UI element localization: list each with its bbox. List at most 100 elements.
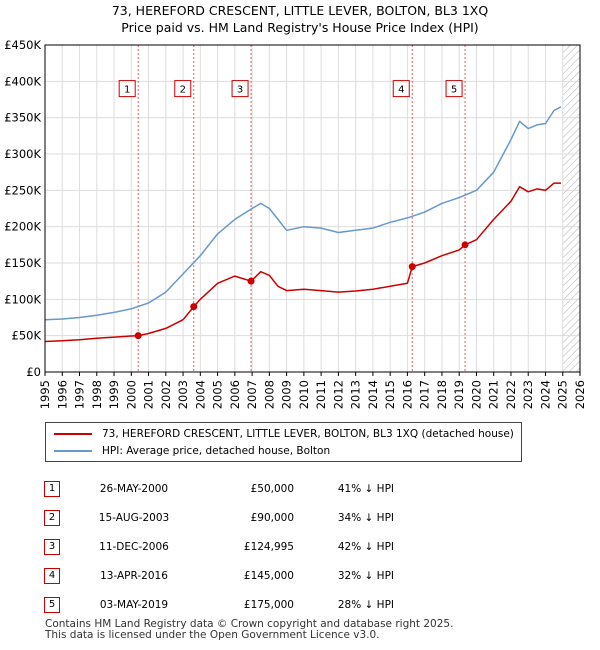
sale-marker-label-2: 2: [180, 85, 186, 96]
x-tick-label: 2021: [487, 380, 501, 409]
sale-price: £124,995: [243, 540, 294, 553]
x-tick-label: 1997: [73, 380, 87, 409]
y-tick-label: £200K: [4, 220, 41, 234]
footer-copyright: Contains HM Land Registry data © Crown c…: [45, 618, 454, 630]
plot-frame: [44, 44, 581, 373]
sale-number-cell: 2: [44, 503, 84, 532]
sale-number-cell: 5: [44, 590, 84, 619]
footer: Contains HM Land Registry data © Crown c…: [45, 619, 453, 641]
sale-point-5: [461, 241, 469, 249]
x-tick-label: 2023: [521, 380, 535, 409]
sale-hpi-diff-cell: 34% ↓ HPI: [294, 503, 394, 532]
sale-marker-label-4: 4: [398, 85, 404, 96]
sale-hpi-diff-cell: 42% ↓ HPI: [294, 532, 394, 561]
price-chart: £0 £50K £100K £150K £200K £250K £300K £350K £400…: [4, 38, 587, 409]
sale-hpi-diff: 32% ↓ HPI: [337, 569, 394, 582]
x-tick-label: 2013: [349, 380, 363, 409]
sale-price: £50,000: [250, 482, 294, 495]
sale-marker-box-2: [174, 80, 192, 98]
x-tick-label: 2019: [452, 380, 466, 409]
sale-date-cell: 03-MAY-2019: [84, 590, 184, 619]
x-tick-label: 2012: [331, 380, 345, 409]
y-tick-label: £0: [26, 365, 41, 379]
sale-date-cell: 15-AUG-2003: [84, 503, 184, 532]
sale-number: 1: [44, 480, 60, 497]
x-tick-label: 1996: [55, 380, 69, 409]
future-hatch-region: [562, 45, 580, 372]
x-tick-label: 2006: [228, 380, 242, 409]
sale-price-cell: £145,000: [184, 561, 294, 590]
x-tick-label: 2014: [366, 380, 380, 409]
x-tick-label: 2004: [193, 380, 207, 409]
sale-row: 2 15-AUG-2003 £90,000 34% ↓ HPI: [44, 503, 394, 532]
sales-table: 1 26-MAY-2000 £50,000 41% ↓ HPI 2 15-AUG-2003…: [44, 474, 394, 619]
sale-row: 1 26-MAY-2000 £50,000 41% ↓ HPI: [44, 474, 394, 503]
sale-price-cell: £90,000: [184, 503, 294, 532]
x-tick-label: 2002: [159, 380, 173, 409]
y-tick-label: £350K: [4, 111, 41, 125]
legend-item-property: 73, HEREFORD CRESCENT, LITTLE LEVER, BOL…: [54, 426, 514, 442]
sale-hpi-diff-cell: 41% ↓ HPI: [294, 474, 394, 503]
legend-swatch-property: [54, 433, 92, 435]
sale-point-2: [190, 303, 198, 311]
x-tick-label: 2011: [314, 380, 328, 409]
sale-number-cell: 4: [44, 561, 84, 590]
sale-row: 5 03-MAY-2019 £175,000 28% ↓ HPI: [44, 590, 394, 619]
sale-number-cell: 1: [44, 474, 84, 503]
sale-price: £175,000: [243, 598, 294, 611]
x-tick-label: 2000: [124, 380, 138, 409]
sale-hpi-diff: 28% ↓ HPI: [337, 598, 394, 611]
y-tick-label: £450K: [4, 38, 41, 52]
sale-hpi-diff: 34% ↓ HPI: [337, 511, 394, 524]
sale-marker-label-3: 3: [237, 85, 243, 96]
sale-marker-label-5: 5: [451, 85, 457, 96]
y-tick-label: £300K: [4, 147, 41, 161]
legend-label-hpi: HPI: Average price, detached house, Bolt…: [102, 445, 331, 457]
sale-date-cell: 11-DEC-2006: [84, 532, 184, 561]
x-tick-label: 2025: [556, 380, 570, 409]
sale-hpi-diff: 41% ↓ HPI: [337, 482, 394, 495]
x-tick-label: 1995: [38, 380, 52, 409]
legend-swatch-hpi: [54, 450, 92, 452]
sale-number-cell: 3: [44, 532, 84, 561]
sale-date-cell: 13-APR-2016: [84, 561, 184, 590]
y-tick-label: £400K: [4, 74, 41, 88]
sale-price-cell: £124,995: [184, 532, 294, 561]
sale-hpi-diff-cell: 28% ↓ HPI: [294, 590, 394, 619]
sale-number: 3: [44, 538, 60, 555]
sale-price: £90,000: [250, 511, 294, 524]
x-tick-label: 2018: [435, 380, 449, 409]
hpi-line: [44, 106, 562, 321]
legend-label-property: 73, HEREFORD CRESCENT, LITTLE LEVER, BOL…: [102, 428, 514, 440]
sale-point-1: [134, 332, 142, 340]
chart-subtitle: Price paid vs. HM Land Registry's House …: [121, 20, 479, 35]
y-tick-label: £100K: [4, 292, 41, 306]
sale-marker-box-5: [445, 80, 463, 98]
property-price-line: [44, 182, 561, 343]
sale-marker-box-1: [118, 80, 136, 98]
x-tick-label: 2001: [142, 380, 156, 409]
sale-marker-label-1: 1: [124, 85, 130, 96]
x-tick-label: 2022: [504, 380, 518, 409]
sale-point-4: [408, 263, 416, 271]
y-tick-label: £50K: [12, 329, 42, 343]
sale-row: 3 11-DEC-2006 £124,995 42% ↓ HPI: [44, 532, 394, 561]
sale-number: 4: [44, 567, 60, 584]
sale-marker-box-3: [231, 80, 249, 98]
sale-number: 5: [44, 596, 60, 613]
sale-hpi-diff-cell: 32% ↓ HPI: [294, 561, 394, 590]
legend-item-hpi: HPI: Average price, detached house, Bolt…: [54, 443, 330, 459]
x-tick-label: 2010: [297, 380, 311, 409]
chart-title: 73, HEREFORD CRESCENT, LITTLE LEVER, BOL…: [111, 3, 489, 18]
x-tick-label: 2009: [280, 380, 294, 409]
y-tick-label: £250K: [4, 183, 41, 197]
sale-price-cell: £50,000: [184, 474, 294, 503]
x-tick-label: 2003: [176, 380, 190, 409]
footer-licence: This data is licensed under the Open Gov…: [45, 629, 380, 641]
sale-date: 03-MAY-2019: [99, 598, 169, 611]
sale-row: 4 13-APR-2016 £145,000 32% ↓ HPI: [44, 561, 394, 590]
x-tick-label: 1998: [90, 380, 104, 409]
y-tick-label: £150K: [4, 256, 41, 270]
sale-date: 13-APR-2016: [100, 569, 168, 582]
sale-date-cell: 26-MAY-2000: [84, 474, 184, 503]
